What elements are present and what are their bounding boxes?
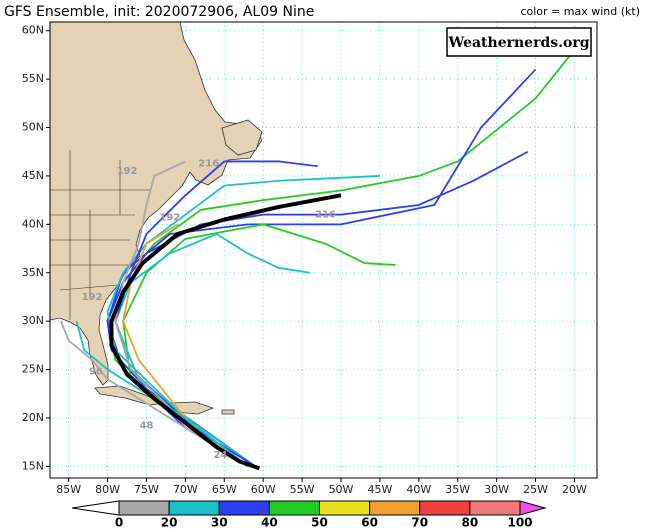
- map-area: 216 192 192 216 192 96 48 24: [50, 22, 597, 478]
- y-tick-label: 15N: [22, 459, 44, 472]
- x-tick-label: 75W: [134, 483, 159, 496]
- y-tick-label: 35N: [22, 266, 44, 279]
- x-tick-label: 55W: [290, 483, 315, 496]
- y-tick-label: 30N: [22, 314, 44, 327]
- hour-label: 48: [140, 421, 154, 432]
- ensemble-track: [75, 320, 249, 468]
- newfoundland: [221, 119, 263, 156]
- colorbar-label: 50: [311, 516, 328, 530]
- cuba: [94, 385, 167, 406]
- colorbar-label: 80: [462, 516, 479, 530]
- colorbar-bin: [168, 500, 220, 516]
- x-tick-label: 60W: [251, 483, 276, 496]
- y-tick-label: 20N: [22, 411, 44, 424]
- mean-track: [109, 193, 342, 471]
- hour-label: 96: [89, 367, 103, 378]
- y-tick-label: 25N: [22, 363, 44, 376]
- colorbar-under: [71, 500, 120, 516]
- x-tick-label: 30W: [484, 483, 509, 496]
- colorbar-label: 20: [161, 516, 178, 530]
- colorbar-bin: [218, 500, 270, 516]
- ensemble-track: [114, 160, 318, 468]
- hour-label: 192: [159, 213, 180, 224]
- title: GFS Ensemble, init: 2020072906, AL09 Nin…: [4, 4, 314, 20]
- colorbar-label: 0: [115, 516, 123, 530]
- x-tick-label: 45W: [367, 483, 392, 496]
- colorbar-label: 60: [361, 516, 378, 530]
- y-tick-label: 55N: [22, 72, 44, 85]
- colorbar-label: 100: [507, 516, 532, 530]
- hour-label: 24: [213, 450, 227, 461]
- colorbar-bin: [419, 500, 471, 516]
- hour-label: 216: [315, 210, 336, 221]
- colorbar-label: 40: [261, 516, 278, 530]
- y-tick-label: 40N: [22, 217, 44, 230]
- ensemble-track: [60, 320, 241, 463]
- subtitle: color = max wind (kt): [520, 5, 640, 18]
- hour-label: 192: [117, 166, 138, 177]
- colorbar-over: [519, 500, 547, 516]
- state-borders: [50, 150, 150, 320]
- colorbar-bin: [319, 500, 371, 516]
- colorbar-bin: [268, 500, 320, 516]
- colorbar-bin: [469, 500, 521, 516]
- x-tick-label: 35W: [445, 483, 470, 496]
- colorbar-label: 30: [211, 516, 228, 530]
- colorbar-label: 70: [411, 516, 428, 530]
- colorbar-bin: [369, 500, 421, 516]
- x-tick-label: 70W: [173, 483, 198, 496]
- north-america: [50, 22, 263, 386]
- puerto-rico: [221, 409, 235, 415]
- hour-label: 216: [198, 158, 219, 169]
- y-tick-label: 60N: [22, 24, 44, 37]
- hour-label: 192: [82, 292, 103, 303]
- x-tick-label: 50W: [329, 483, 354, 496]
- watermark-box: [446, 27, 592, 57]
- x-tick-label: 40W: [406, 483, 431, 496]
- watermark: Weathernerds.org: [448, 35, 590, 51]
- y-tick-label: 45N: [22, 169, 44, 182]
- x-tick-label: 80W: [95, 483, 120, 496]
- x-tick-label: 20W: [562, 483, 587, 496]
- x-tick-label: 85W: [56, 483, 81, 496]
- map-frame: [49, 21, 598, 479]
- colorbar-bin: [118, 500, 170, 516]
- ensemble-track: [114, 160, 249, 468]
- x-tick-label: 25W: [523, 483, 548, 496]
- ensemble-track: [106, 175, 380, 468]
- y-tick-label: 50N: [22, 121, 44, 134]
- x-tick-label: 65W: [212, 483, 237, 496]
